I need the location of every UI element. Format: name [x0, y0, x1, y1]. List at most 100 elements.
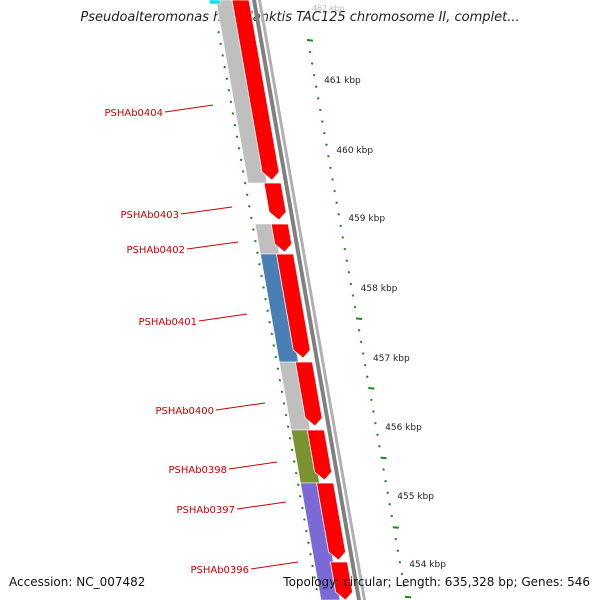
ruler-tick — [323, 131, 326, 135]
inner-ruler-tick — [254, 239, 257, 243]
inner-ruler-tick — [303, 518, 306, 521]
inner-ruler-tick — [286, 425, 290, 428]
inner-ruler-tick — [223, 65, 227, 69]
cds-arrow-2[interactable] — [263, 182, 287, 221]
inner-ruler-tick — [237, 147, 241, 150]
ruler-tick — [337, 213, 340, 216]
inner-ruler-tick — [292, 460, 296, 463]
gene-label-pshab0398[interactable]: PSHAb0398 — [168, 465, 227, 476]
inner-ruler-tick — [229, 100, 233, 104]
inner-ruler-tick — [272, 344, 276, 347]
ruler-tick — [386, 491, 389, 494]
inner-ruler-tick — [305, 529, 308, 533]
ruler-tick — [319, 108, 322, 112]
cds-arrow-1[interactable] — [231, 0, 280, 181]
inner-ruler-tick — [235, 135, 239, 138]
inner-ruler-tick — [250, 216, 253, 220]
inner-ruler-tick — [313, 576, 316, 579]
inner-ruler-tick — [270, 332, 274, 336]
inner-ruler-tick — [294, 471, 298, 475]
ruler-tick — [327, 155, 330, 158]
map-title: Pseudoalteromonas haloplanktis TAC125 ch… — [80, 10, 520, 25]
gene-band-cyan[interactable] — [208, 0, 222, 5]
ruler-tick — [363, 363, 367, 367]
ruler-tick — [376, 433, 379, 436]
gene-label-pshab0403[interactable]: PSHAb0403 — [120, 210, 179, 221]
kbp-label: 460 kbp — [336, 146, 373, 156]
ruler-tick — [351, 294, 355, 297]
kbp-label: 458 kbp — [361, 284, 398, 294]
cds-arrow-5[interactable] — [294, 361, 323, 427]
gene-label-leader — [186, 241, 239, 250]
ruler-tick — [308, 50, 312, 54]
ruler-tick — [310, 62, 314, 65]
gene-label-pshab0396[interactable]: PSHAb0396 — [190, 565, 249, 576]
ruler-tick — [341, 236, 345, 239]
inner-ruler-tick — [264, 297, 267, 301]
ruler-tick — [374, 421, 377, 425]
gene-label-pshab0401[interactable]: PSHAb0401 — [138, 317, 197, 328]
gene-label-pshab0404[interactable]: PSHAb0404 — [104, 108, 163, 119]
ruler-tick — [353, 305, 357, 309]
ruler-tick — [394, 537, 398, 541]
inner-ruler-tick — [274, 355, 278, 359]
inner-ruler-tick — [276, 367, 280, 370]
cds-arrow-4[interactable] — [275, 253, 311, 359]
ruler-tick — [382, 468, 385, 471]
ruler-tick — [306, 39, 314, 42]
ruler-tick — [333, 189, 336, 193]
inner-ruler-tick — [247, 205, 251, 208]
inner-ruler-tick — [288, 437, 292, 440]
ruler-tick — [349, 282, 353, 286]
ruler-tick — [388, 503, 391, 506]
gene-label-leader — [236, 501, 287, 510]
ruler-tick — [312, 73, 316, 77]
inner-ruler-tick — [227, 89, 231, 92]
inner-ruler-tick — [311, 564, 314, 568]
gene-label-pshab0402[interactable]: PSHAb0402 — [126, 245, 185, 256]
kbp-label: 456 kbp — [385, 423, 422, 433]
inner-ruler-tick — [243, 181, 247, 185]
ruler-tick — [335, 201, 338, 204]
ruler-tick — [365, 375, 369, 378]
inner-ruler-tick — [262, 286, 265, 289]
kbp-label-partial: 462 kbp — [312, 4, 345, 13]
cds-arrow-8[interactable] — [329, 561, 354, 600]
ruler-tick — [321, 120, 324, 123]
cds-arrow-7[interactable] — [316, 482, 347, 561]
gene-band-pshab0397[interactable] — [300, 482, 341, 600]
inner-ruler-tick — [278, 379, 282, 382]
inner-ruler-tick — [266, 309, 269, 312]
ruler-tick — [402, 584, 406, 587]
inner-ruler-tick — [315, 587, 318, 591]
ruler-tick — [370, 398, 373, 402]
inner-ruler-tick — [239, 158, 243, 162]
gene-label-pshab0397[interactable]: PSHAb0397 — [176, 505, 235, 516]
ruler-tick — [343, 247, 347, 251]
cds-arrow-3[interactable] — [270, 223, 293, 253]
ruler-tick — [384, 479, 387, 483]
cds-arrow-6[interactable] — [306, 429, 333, 481]
kbp-label: 457 kbp — [373, 354, 410, 364]
inner-ruler-tick — [301, 506, 304, 510]
gene-label-pshab0400[interactable]: PSHAb0400 — [155, 406, 214, 417]
inner-ruler-tick — [221, 54, 225, 57]
ruler-tick — [355, 317, 363, 320]
inner-ruler-tick — [307, 541, 310, 544]
ruler-tick — [329, 166, 332, 170]
inner-ruler-tick — [260, 274, 263, 278]
ruler-tick — [347, 271, 351, 274]
gene-label-leader — [228, 461, 278, 470]
inner-ruler-tick — [252, 228, 255, 231]
ruler-tick — [345, 259, 349, 262]
ruler-tick — [404, 595, 412, 599]
inner-ruler-tick — [225, 77, 229, 80]
inner-ruler-tick — [309, 553, 312, 556]
inner-ruler-tick — [219, 42, 222, 46]
kbp-label: 459 kbp — [348, 214, 385, 224]
inner-ruler-tick — [258, 263, 261, 266]
ruler-tick — [361, 352, 365, 355]
ruler-tick — [316, 97, 320, 100]
inner-ruler-tick — [268, 321, 271, 324]
